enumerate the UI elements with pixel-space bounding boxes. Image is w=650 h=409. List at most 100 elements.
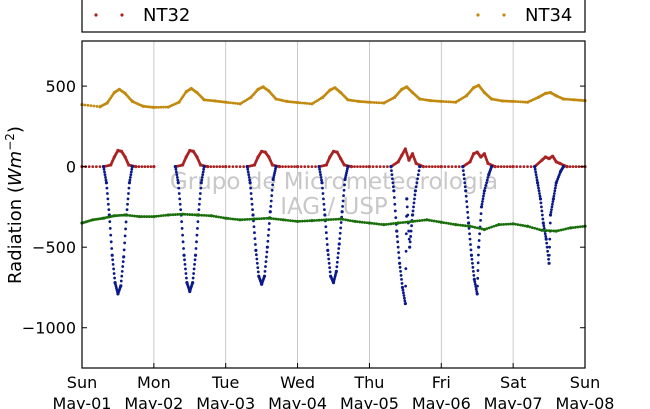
data-point bbox=[227, 165, 231, 169]
data-point bbox=[462, 177, 466, 181]
data-point bbox=[346, 218, 350, 222]
x-tick-date: May-07 bbox=[484, 394, 543, 409]
data-point bbox=[129, 170, 133, 174]
data-point bbox=[327, 218, 331, 222]
data-point bbox=[122, 255, 126, 259]
data-point bbox=[174, 170, 178, 174]
data-point bbox=[127, 186, 131, 190]
data-point bbox=[325, 237, 329, 240]
data-point bbox=[367, 221, 372, 225]
data-point bbox=[511, 165, 515, 169]
data-point bbox=[407, 229, 411, 233]
data-point bbox=[484, 184, 488, 187]
data-point bbox=[569, 226, 573, 230]
data-point bbox=[253, 237, 257, 240]
data-point bbox=[427, 218, 431, 222]
data-point bbox=[474, 287, 478, 291]
data-point bbox=[128, 178, 132, 182]
data-point bbox=[396, 240, 400, 244]
data-point bbox=[310, 165, 314, 169]
data-point bbox=[250, 197, 253, 201]
data-point bbox=[542, 226, 546, 230]
data-point bbox=[272, 217, 276, 221]
data-point bbox=[408, 220, 412, 224]
data-point bbox=[199, 186, 203, 190]
data-point bbox=[410, 219, 415, 224]
data-point bbox=[130, 165, 134, 169]
data-point bbox=[526, 165, 529, 169]
data-point bbox=[415, 219, 419, 223]
x-tick-date: May-04 bbox=[268, 394, 327, 409]
data-point bbox=[459, 223, 462, 227]
data-point bbox=[537, 189, 541, 193]
data-point bbox=[540, 205, 543, 209]
x-tick-date: May-08 bbox=[556, 394, 615, 409]
data-point bbox=[262, 217, 266, 220]
data-point bbox=[554, 184, 558, 187]
data-point bbox=[267, 228, 271, 231]
data-point bbox=[406, 220, 410, 224]
data-point bbox=[540, 228, 544, 232]
data-point bbox=[398, 265, 402, 269]
data-point bbox=[365, 221, 369, 225]
data-point bbox=[414, 185, 418, 189]
data-point bbox=[250, 217, 254, 221]
data-point bbox=[181, 240, 185, 244]
data-point bbox=[335, 260, 339, 264]
data-point bbox=[231, 101, 235, 105]
data-point bbox=[206, 165, 210, 169]
data-point bbox=[399, 269, 402, 273]
data-point bbox=[449, 100, 453, 104]
data-point bbox=[201, 173, 205, 177]
data-point bbox=[181, 212, 185, 216]
data-point bbox=[511, 99, 515, 104]
data-point bbox=[523, 100, 527, 104]
data-point bbox=[140, 215, 144, 218]
data-point bbox=[509, 222, 513, 226]
data-point bbox=[418, 165, 422, 169]
data-point bbox=[538, 192, 541, 195]
data-point bbox=[340, 210, 344, 214]
data-point bbox=[236, 218, 240, 221]
data-point bbox=[308, 219, 311, 223]
data-point bbox=[305, 101, 309, 105]
data-point bbox=[326, 248, 330, 253]
data-point bbox=[394, 216, 398, 220]
data-point bbox=[469, 248, 473, 252]
data-point bbox=[339, 221, 343, 224]
data-point bbox=[548, 237, 552, 241]
legend-label-nt32: NT32 bbox=[143, 5, 190, 26]
data-point bbox=[180, 220, 184, 224]
data-point bbox=[551, 200, 555, 203]
data-point bbox=[178, 202, 182, 206]
data-point bbox=[442, 100, 446, 103]
data-point bbox=[332, 218, 335, 221]
data-point bbox=[339, 217, 343, 221]
data-point bbox=[104, 175, 107, 179]
data-point bbox=[466, 221, 471, 225]
data-point bbox=[559, 228, 563, 232]
data-point bbox=[197, 213, 201, 217]
data-point bbox=[349, 165, 354, 169]
data-point bbox=[574, 165, 578, 169]
x-tick-day: Mon bbox=[137, 373, 171, 392]
data-point bbox=[197, 208, 201, 212]
data-point bbox=[344, 218, 347, 222]
data-point bbox=[410, 213, 415, 217]
series-nt34 bbox=[80, 83, 587, 109]
data-point bbox=[439, 165, 443, 169]
data-point bbox=[403, 301, 407, 306]
data-point bbox=[392, 189, 396, 193]
data-point bbox=[421, 165, 425, 169]
data-point bbox=[120, 274, 124, 278]
data-point bbox=[255, 257, 259, 261]
data-point bbox=[551, 202, 554, 206]
data-point bbox=[324, 218, 328, 222]
data-point bbox=[231, 217, 235, 221]
data-point bbox=[537, 186, 540, 190]
legend-marker-nt34-b bbox=[502, 13, 506, 17]
data-point bbox=[326, 253, 330, 257]
data-point bbox=[286, 218, 290, 222]
data-point bbox=[324, 225, 328, 229]
data-point bbox=[473, 225, 477, 229]
